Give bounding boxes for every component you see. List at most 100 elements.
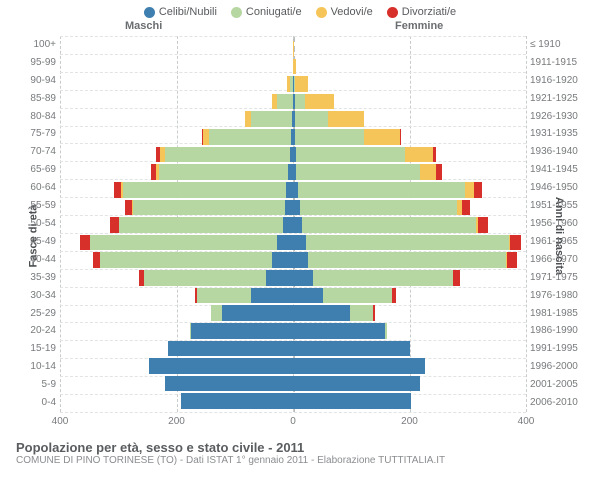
- age-row: [60, 75, 526, 93]
- legend-swatch: [231, 7, 242, 18]
- age-row: [60, 199, 526, 217]
- segment-v: [465, 182, 473, 198]
- age-label: 5-9: [42, 380, 56, 390]
- age-row: [60, 110, 526, 128]
- age-label: 50-54: [30, 219, 56, 229]
- female-bar: [293, 393, 526, 409]
- segment-k: [159, 164, 288, 180]
- segment-k: [296, 147, 404, 163]
- female-bar: [293, 270, 526, 286]
- birth-label: 1961-1965: [530, 237, 578, 247]
- male-bar: [60, 147, 293, 163]
- x-tick-label: 400: [52, 416, 69, 427]
- segment-d: [400, 129, 401, 145]
- female-bar: [293, 217, 526, 233]
- segment-c: [293, 252, 308, 268]
- age-row: [60, 58, 526, 76]
- segment-k: [100, 252, 272, 268]
- segment-c: [181, 393, 293, 409]
- segment-k: [295, 94, 304, 110]
- age-row: [60, 340, 526, 358]
- segment-c: [293, 217, 302, 233]
- age-label: 0-4: [42, 398, 56, 408]
- age-row: [60, 163, 526, 181]
- male-bar: [60, 182, 293, 198]
- segment-c: [266, 270, 293, 286]
- male-bar: [60, 217, 293, 233]
- segment-c: [293, 376, 420, 392]
- female-bar: [293, 341, 526, 357]
- segment-c: [293, 393, 411, 409]
- segment-d: [433, 147, 436, 163]
- segment-d: [510, 235, 522, 251]
- bar-rows: [60, 40, 526, 410]
- age-label: 35-39: [30, 273, 56, 283]
- female-bar: [293, 235, 526, 251]
- segment-d: [392, 288, 395, 304]
- male-bar: [60, 59, 293, 75]
- segment-c: [285, 200, 293, 216]
- age-label: 85-89: [30, 94, 56, 104]
- birth-label: 1941-1945: [530, 165, 578, 175]
- segment-d: [93, 252, 100, 268]
- segment-c: [222, 305, 293, 321]
- legend-item: Coniugati/e: [231, 6, 302, 18]
- age-label: 45-49: [30, 237, 56, 247]
- legend-swatch: [144, 7, 155, 18]
- age-label: 20-24: [30, 326, 56, 336]
- segment-c: [286, 182, 293, 198]
- segment-c: [168, 341, 293, 357]
- y-labels-age: 0-45-910-1415-1920-2425-2930-3435-3940-4…: [16, 36, 58, 412]
- segment-c: [277, 235, 293, 251]
- age-label: 65-69: [30, 165, 56, 175]
- segment-d: [114, 182, 121, 198]
- segment-d: [110, 217, 119, 233]
- male-bar: [60, 341, 293, 357]
- legend-label: Vedovi/e: [331, 6, 373, 18]
- male-bar: [60, 129, 293, 145]
- age-row: [60, 287, 526, 305]
- age-label: 55-59: [30, 201, 56, 211]
- gridline-h: [60, 412, 526, 413]
- segment-k: [385, 323, 387, 339]
- age-label: 80-84: [30, 112, 56, 122]
- age-label: 30-34: [30, 291, 56, 301]
- segment-d: [474, 182, 482, 198]
- male-bar: [60, 200, 293, 216]
- birth-label: 1926-1930: [530, 112, 578, 122]
- male-bar: [60, 323, 293, 339]
- x-tick-label: 400: [518, 416, 535, 427]
- segment-v: [405, 147, 433, 163]
- age-row: [60, 93, 526, 111]
- female-bar: [293, 41, 526, 57]
- caption-block: Popolazione per età, sesso e stato civil…: [0, 436, 600, 476]
- segment-k: [119, 217, 282, 233]
- segment-c: [293, 323, 385, 339]
- female-bar: [293, 94, 526, 110]
- segment-c: [293, 305, 350, 321]
- y-labels-birth: 2006-20102001-20051996-20001991-19951986…: [528, 36, 584, 412]
- female-bar: [293, 252, 526, 268]
- segment-k: [323, 288, 392, 304]
- male-bar: [60, 235, 293, 251]
- segment-k: [308, 252, 506, 268]
- female-bar: [293, 59, 526, 75]
- birth-label: 1921-1925: [530, 94, 578, 104]
- header-male: Maschi: [125, 20, 162, 32]
- female-bar: [293, 76, 526, 92]
- birth-label: 1911-1915: [530, 58, 577, 68]
- segment-v: [293, 41, 294, 57]
- birth-label: 1931-1935: [530, 129, 578, 139]
- female-bar: [293, 358, 526, 374]
- birth-label: 2006-2010: [530, 398, 578, 408]
- pyramid-chart: Fasce di età Anni di nascita 0-45-910-14…: [16, 36, 584, 436]
- segment-d: [478, 217, 487, 233]
- male-bar: [60, 270, 293, 286]
- birth-label: 1991-1995: [530, 344, 578, 354]
- age-row: [60, 234, 526, 252]
- male-bar: [60, 111, 293, 127]
- segment-c: [293, 270, 313, 286]
- segment-c: [272, 252, 293, 268]
- age-label: 95-99: [30, 58, 56, 68]
- segment-c: [293, 288, 323, 304]
